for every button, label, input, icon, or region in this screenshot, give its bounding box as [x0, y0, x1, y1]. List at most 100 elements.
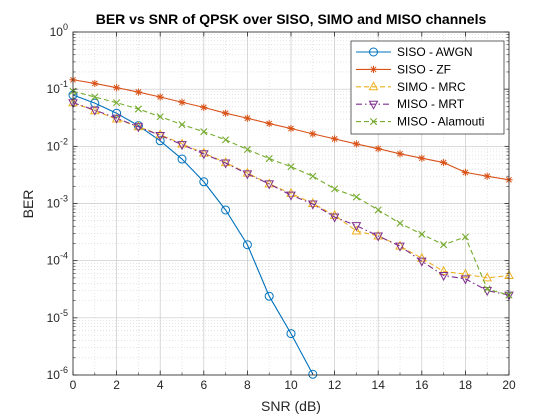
data-point — [308, 369, 318, 379]
legend-marker — [368, 100, 379, 110]
data-point — [396, 150, 404, 158]
data-point — [483, 172, 491, 180]
data-point — [416, 252, 427, 262]
data-point — [113, 99, 121, 107]
data-point — [351, 222, 362, 232]
data-point — [331, 185, 339, 193]
data-point — [461, 168, 469, 176]
x-tick-label: 8 — [244, 378, 251, 392]
data-point — [222, 136, 230, 144]
data-point — [156, 113, 164, 121]
y-tick-label: 10-6 — [47, 365, 68, 382]
data-point — [352, 140, 360, 148]
data-point — [200, 128, 208, 136]
data-point — [373, 232, 384, 242]
legend-marker — [369, 65, 378, 73]
data-point — [134, 105, 142, 113]
legend-marker — [369, 118, 378, 126]
chart-title: BER vs SNR of QPSK over SISO, SIMO and M… — [96, 11, 487, 27]
data-point — [396, 219, 404, 227]
series-line — [72, 102, 510, 296]
data-point — [438, 265, 449, 275]
data-point — [395, 242, 405, 252]
data-point — [155, 129, 166, 139]
series-line — [72, 90, 510, 296]
data-point — [286, 329, 296, 339]
data-point — [242, 167, 253, 177]
x-tick-label: 4 — [157, 378, 164, 392]
data-point — [374, 206, 382, 214]
data-point — [287, 124, 295, 133]
data-point — [178, 98, 186, 106]
legend-marker — [368, 81, 379, 91]
legend-label: MISO - Alamouti — [397, 115, 484, 129]
x-tick-label: 6 — [200, 378, 207, 392]
data-point — [134, 88, 142, 96]
y-tick-label: 10-1 — [47, 79, 68, 96]
data-point — [483, 285, 491, 293]
data-point — [220, 159, 231, 169]
data-point — [374, 145, 382, 153]
x-tick-label: 14 — [372, 378, 386, 392]
series-simo-mrc — [68, 97, 514, 282]
data-point — [286, 191, 296, 201]
series-layer — [68, 76, 514, 379]
data-point — [221, 205, 231, 215]
y-tick-labels: 100 10-1 10-2 10-3 10-4 10-5 10-6 — [47, 22, 68, 382]
data-point — [264, 178, 275, 188]
legend-label: MISO - MRT — [397, 97, 465, 111]
data-point — [418, 230, 426, 238]
legend-entry: SIMO - MRC — [356, 80, 466, 94]
y-tick-label: 100 — [50, 22, 68, 39]
y-tick-label: 10-3 — [47, 194, 68, 211]
data-point — [416, 257, 427, 267]
data-point — [286, 187, 296, 197]
x-tick-label: 0 — [70, 378, 77, 392]
data-point — [243, 145, 251, 154]
data-point — [155, 136, 165, 146]
y-tick-label: 10-2 — [47, 136, 68, 153]
x-tick-label: 16 — [415, 378, 429, 392]
data-point — [89, 106, 100, 116]
data-point — [264, 291, 274, 301]
x-tick-labels: 0 2 4 6 8 10 12 14 16 18 20 — [70, 378, 516, 392]
data-point — [199, 177, 209, 187]
legend-label: SIMO - MRC — [397, 80, 466, 94]
data-point — [200, 103, 208, 111]
data-point — [373, 230, 384, 240]
data-point — [222, 109, 230, 117]
data-point — [460, 268, 471, 278]
data-point — [309, 130, 317, 138]
data-point — [242, 170, 253, 180]
data-point — [287, 163, 295, 171]
data-point — [156, 93, 164, 101]
legend: SISO - AWGN SISO - ZF SIMO - MRC MISO - MRT… — [350, 40, 505, 135]
data-point — [242, 240, 252, 250]
x-tick-label: 10 — [284, 378, 298, 392]
data-point — [329, 209, 340, 219]
data-point — [482, 272, 493, 282]
data-point — [133, 123, 144, 133]
data-point — [220, 157, 231, 167]
data-point — [264, 180, 275, 190]
data-point — [331, 135, 339, 143]
data-point — [91, 79, 99, 88]
data-point — [113, 84, 121, 92]
legend-label: SISO - ZF — [397, 62, 451, 76]
x-tick-label: 18 — [459, 378, 473, 392]
x-tick-label: 20 — [502, 378, 516, 392]
data-point — [111, 114, 122, 124]
data-point — [352, 193, 360, 201]
data-point — [177, 154, 187, 164]
data-point — [265, 119, 273, 128]
data-point — [460, 275, 471, 285]
data-point — [440, 158, 448, 167]
data-point — [177, 141, 187, 151]
data-point — [309, 172, 317, 180]
x-tick-label: 12 — [328, 378, 342, 392]
data-point — [440, 241, 448, 249]
y-axis-label: BER — [20, 190, 36, 219]
legend-marker — [369, 47, 378, 57]
series-miso-mrt — [68, 99, 514, 301]
